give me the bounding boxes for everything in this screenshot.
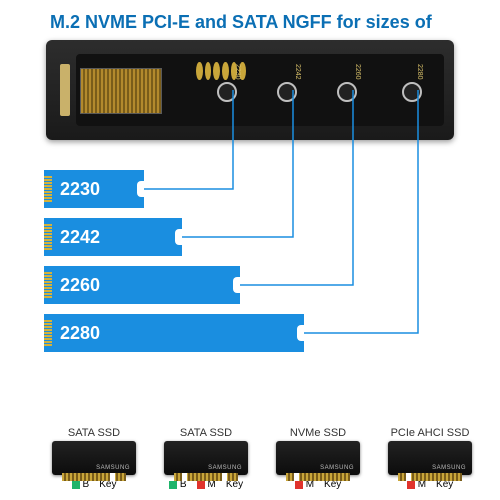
connector-label: SATA SSD xyxy=(44,427,144,439)
screw-hole xyxy=(217,82,237,102)
size-label: 2242 xyxy=(60,227,100,248)
silkscreen-label: 2280 xyxy=(416,64,423,80)
ssd-card-icon: SAMSUNG xyxy=(276,441,360,475)
ssd-card-icon: SAMSUNG xyxy=(388,441,472,475)
size-bar-2280: 2280 xyxy=(44,314,304,352)
brand-text: SAMSUNG xyxy=(96,465,130,471)
screw-hole xyxy=(277,82,297,102)
brand-text: SAMSUNG xyxy=(432,465,466,471)
screw-hole xyxy=(402,82,422,102)
brand-text: SAMSUNG xyxy=(320,465,354,471)
connector-nvme-ssd: NVMe SSDSAMSUNGMKey xyxy=(268,427,368,490)
connector-label: SATA SSD xyxy=(156,427,256,439)
size-bar-2230: 2230 xyxy=(44,170,144,208)
silkscreen-label: 2260 xyxy=(354,64,361,80)
size-bar-2242: 2242 xyxy=(44,218,182,256)
size-label: 2280 xyxy=(60,323,100,344)
connector-sata-ssd: SATA SSDSAMSUNGBMKey xyxy=(156,427,256,490)
m2-slot xyxy=(60,64,70,116)
size-label: 2230 xyxy=(60,179,100,200)
connector-types-row: SATA SSDSAMSUNGBKeySATA SSDSAMSUNGBMKeyN… xyxy=(44,427,480,490)
connector-label: PCIe AHCI SSD xyxy=(380,427,480,439)
page-title: M.2 NVME PCI-E and SATA NGFF for sizes o… xyxy=(50,12,432,33)
brand-text: SAMSUNG xyxy=(208,465,242,471)
size-label: 2260 xyxy=(60,275,100,296)
silkscreen-label: 2242 xyxy=(294,64,301,80)
screw-hole xyxy=(337,82,357,102)
connector-sata-ssd: SATA SSDSAMSUNGBKey xyxy=(44,427,144,490)
ssd-card-icon: SAMSUNG xyxy=(52,441,136,475)
size-bar-2260: 2260 xyxy=(44,266,240,304)
silkscreen-label: 2230 xyxy=(234,64,241,80)
pcb-contacts xyxy=(80,68,162,114)
ssd-enclosure: 2230 2242 2260 2280 xyxy=(46,40,454,140)
ssd-card-icon: SAMSUNG xyxy=(164,441,248,475)
connector-label: NVMe SSD xyxy=(268,427,368,439)
connector-pcie-ahci-ssd: PCIe AHCI SSDSAMSUNGMKey xyxy=(380,427,480,490)
